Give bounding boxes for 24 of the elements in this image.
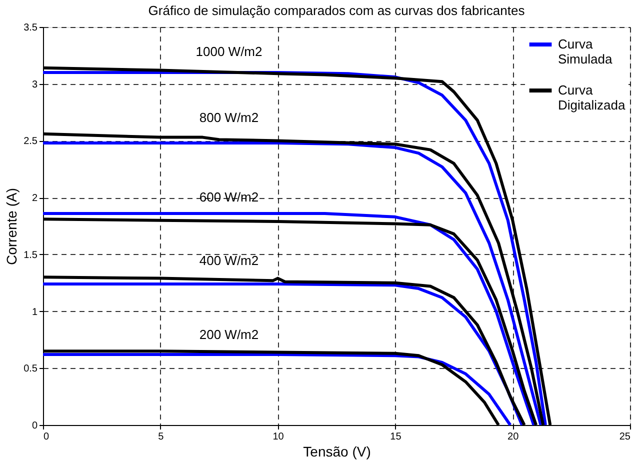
x-tick-label: 25 [619, 432, 631, 442]
y-tick-label: 0 [32, 420, 38, 432]
x-axis-title: Tensão (V) [303, 444, 371, 460]
y-tick-label: 3.5 [24, 22, 38, 34]
annotation: 800 W/m2 [199, 110, 259, 125]
annotation: 200 W/m2 [199, 327, 259, 342]
x-tick-label: 20 [508, 432, 520, 442]
y-tick-label: 1 [32, 306, 38, 318]
x-tick-label: 0 [44, 432, 50, 442]
y-tick-label: 2.5 [24, 136, 38, 148]
annotation: 400 W/m2 [199, 253, 259, 268]
y-tick-label: 0.5 [24, 364, 38, 375]
x-tick-label: 5 [158, 432, 164, 442]
y-tick-label: 2 [32, 193, 38, 204]
x-tick-label: 15 [390, 432, 402, 442]
legend-label: Curva Simulada [558, 36, 613, 66]
annotation: 600 W/m2 [199, 189, 259, 204]
legend-label: Curva Digitalizada [558, 82, 626, 112]
annotation: 1000 W/m2 [196, 44, 262, 59]
x-tick-label: 10 [272, 432, 284, 442]
y-tick-label: 1.5 [24, 250, 38, 261]
chart-title: Gráfico de simulação comparados com as curvas dos fabricantes [148, 3, 526, 18]
y-tick-label: 3 [32, 79, 38, 90]
y-axis-title: Corrente (A) [4, 188, 20, 266]
